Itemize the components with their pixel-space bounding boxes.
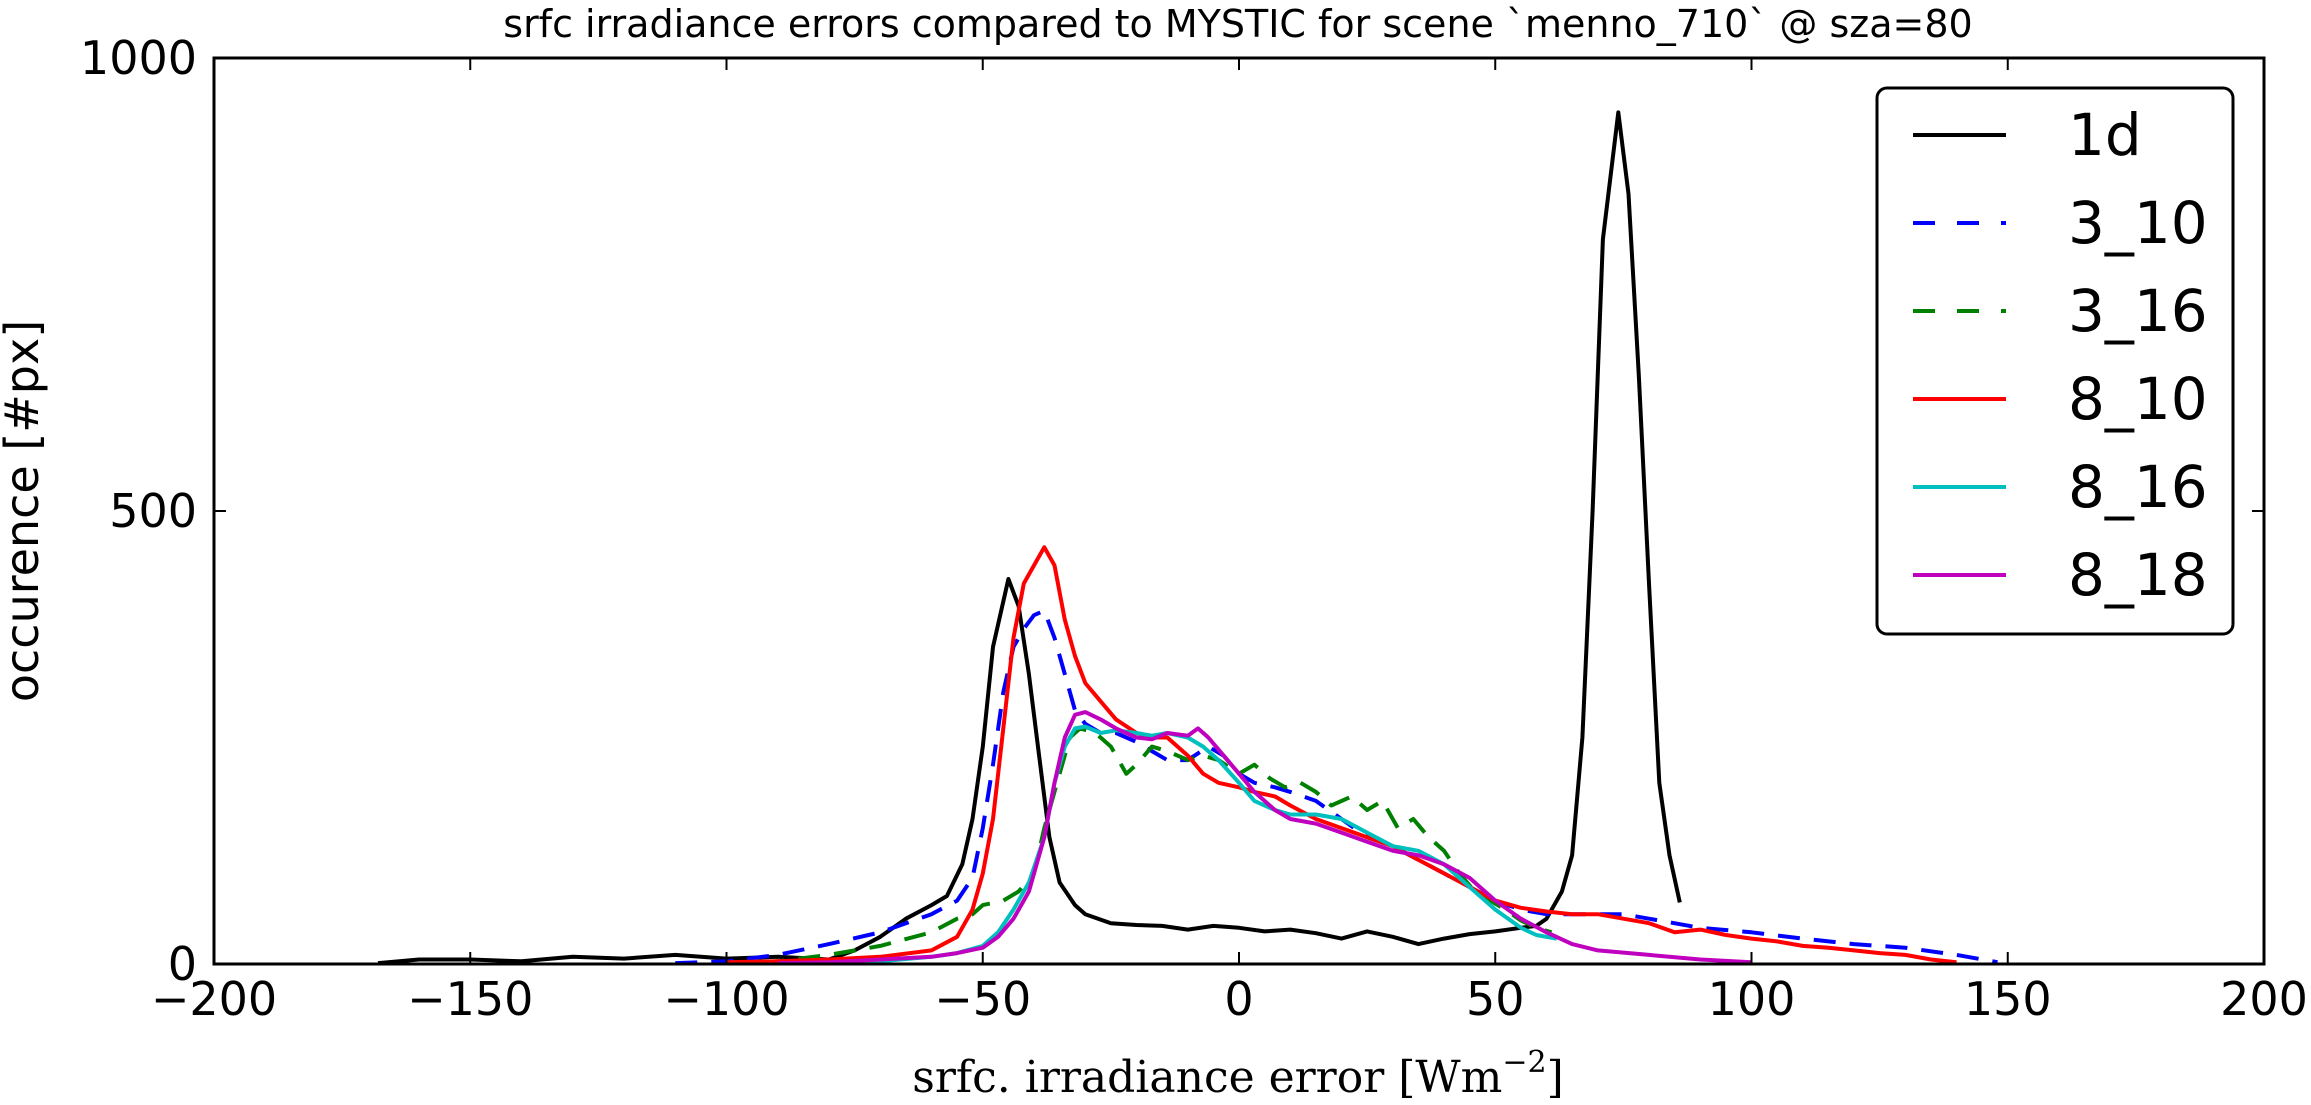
x-axis-label-exponent: −2 [1502, 1045, 1546, 1080]
series-line-3-10 [675, 608, 1998, 966]
legend-label-3-10: 3_10 [2068, 189, 2208, 257]
x-tick-label: 200 [2220, 972, 2308, 1026]
series-line-8-18 [777, 710, 1752, 966]
series-line-8-10 [726, 545, 1957, 965]
legend-label-3-16: 3_16 [2068, 277, 2208, 345]
x-axis-label-suffix: ] [1547, 1052, 1564, 1103]
x-tick-label: −150 [407, 972, 533, 1026]
y-tick-label: 500 [109, 484, 197, 538]
x-tick-label: 50 [1466, 972, 1525, 1026]
x-tick-label: −50 [934, 972, 1031, 1026]
y-axis-label: occurence [#px] [0, 320, 49, 702]
ticks-layer: −200 −150 −100 −50 0 50 100 150 200 0 500 1000 [80, 31, 2308, 1026]
legend-label-1d: 1d [2068, 101, 2142, 169]
x-tick-label: −200 [151, 972, 277, 1026]
series-line-1d [377, 110, 1682, 966]
x-tick-label: −100 [663, 972, 789, 1026]
x-tick-label: 100 [1708, 972, 1796, 1026]
legend-label-8-18: 8_18 [2068, 541, 2208, 609]
x-axis-label: srfc. irradiance error [Wm−2] [912, 1045, 1564, 1103]
x-axis-label-main: srfc. irradiance error [Wm [912, 1052, 1502, 1103]
y-tick-label: 0 [168, 937, 197, 991]
chart-title: srfc irradiance errors compared to MYSTI… [503, 2, 1972, 46]
x-tick-label: 0 [1224, 972, 1253, 1026]
y-tick-label: 1000 [80, 31, 197, 85]
legend-label-8-16: 8_16 [2068, 453, 2208, 521]
x-tick-label: 150 [1964, 972, 2052, 1026]
legend: 1d 3_10 3_16 8_10 8_16 8_18 [1875, 86, 2235, 636]
series-line-3-16 [726, 726, 1553, 966]
legend-label-8-10: 8_10 [2068, 365, 2208, 433]
series-layer [377, 110, 1998, 966]
